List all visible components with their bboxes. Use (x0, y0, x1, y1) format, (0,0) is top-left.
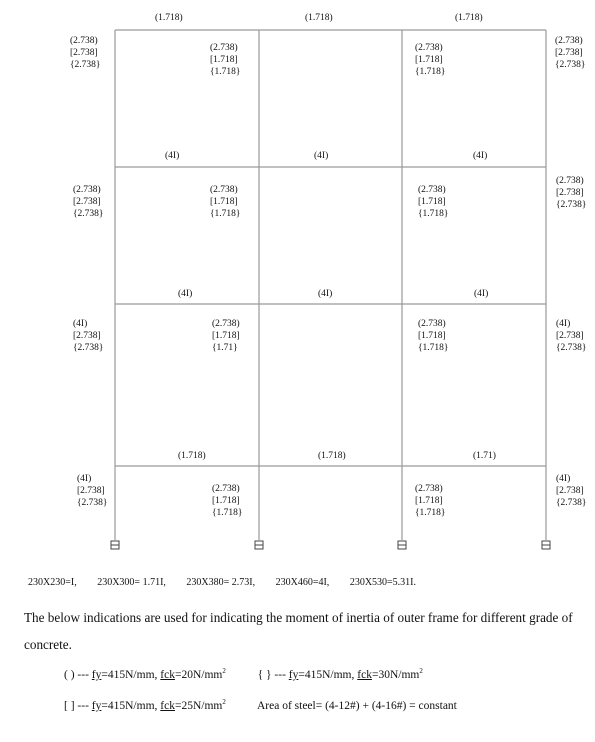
column-label: (2.738) [2.738] {2.738} (73, 184, 104, 219)
section-size: 230X230=I, (28, 577, 77, 588)
fck-label: fck (357, 668, 372, 681)
beam-labels: (1.718) (1.718) (1.718) (4I) (4I) (4I) (… (155, 12, 496, 461)
legend-row: ( ) --- fy=415N/mm, fck=20N/mm2 { } --- … (64, 667, 423, 681)
section-size: 230X530=5.31I. (349, 577, 417, 588)
beam-label: (1.718) (305, 12, 333, 23)
column-label: (2.738) [1.718] {1.718} (418, 318, 449, 353)
legend-block: The below indications are used for indic… (24, 604, 584, 720)
fy-value: =415N/mm (298, 668, 352, 681)
column-label: (4I) [2.738] {2.738} (556, 473, 587, 508)
column-labels: (2.738) [2.738] {2.738} (2.738) [1.718] {1.7… (70, 35, 587, 518)
beam-label: (4I) (318, 288, 332, 299)
beam-label: (4I) (165, 150, 179, 161)
section-size: 230X460=4I, (275, 577, 330, 588)
legend-bracket: ( ) (64, 668, 75, 681)
section-size: 230X380= 2.73I, (186, 577, 256, 588)
column-label: (4I) [2.738] {2.738} (556, 318, 587, 353)
column-label: (2.738) [1.718] {1.718} (415, 42, 446, 77)
exponent: 2 (222, 697, 226, 706)
description-text: The below indications are used for indic… (24, 610, 573, 652)
beam-label: (1.718) (155, 12, 183, 23)
fy-value: =415N/mm (101, 668, 155, 681)
fck-value: =25N/mm (174, 699, 223, 712)
columns (114, 30, 547, 540)
column-label: (4I) [2.738] {2.738} (73, 318, 104, 353)
legend-dash: --- (77, 668, 89, 681)
fck-label: fck (160, 699, 175, 712)
beam-label: (1.718) (318, 450, 346, 461)
beam-label: (1.718) (455, 12, 483, 23)
column-label: (4I) [2.738] {2.738} (77, 473, 108, 508)
section-sizes: 230X230=I, 230X300= 1.71I, 230X380= 2.73… (28, 577, 588, 588)
beams (115, 29, 546, 467)
fck-value: =20N/mm (174, 668, 223, 681)
column-label: (2.738) [1.718] {1.718} (210, 42, 241, 77)
column-label: (2.738) [2.738] {2.738} (556, 175, 587, 210)
beam-label: (4I) (178, 288, 192, 299)
legend-dash: --- (77, 699, 89, 712)
fixed-support-icon (254, 540, 264, 550)
fck-label: fck (160, 668, 175, 681)
fy-label: fy (91, 699, 102, 712)
legend-row: [ ] --- fy=415N/mm, fck=25N/mm2 Area of … (64, 697, 457, 712)
beam-label: (1.718) (178, 450, 206, 461)
legend-bracket: [ ] (64, 699, 75, 712)
fixed-support-icon (541, 540, 551, 550)
column-label: (2.738) [1.718] {1.71} (212, 318, 240, 353)
column-label: (2.738) [2.738] {2.738} (70, 35, 101, 70)
exponent: 2 (222, 667, 226, 675)
column-label: (2.738) [1.718] {1.718} (418, 184, 449, 219)
section-size: 230X300= 1.71I, (97, 577, 166, 588)
exponent: 2 (419, 667, 423, 675)
column-label: (2.738) [1.718] {1.718} (415, 483, 446, 518)
beam-label: (4I) (314, 150, 328, 161)
fy-value: =415N/mm (101, 699, 155, 712)
column-label: (2.738) [1.718] {1.718} (210, 184, 241, 219)
beam-label: (1.71) (473, 450, 496, 461)
fixed-support-icon (110, 540, 120, 550)
column-label: (2.738) [2.738] {2.738} (555, 35, 586, 70)
supports (110, 540, 551, 550)
steel-note: Area of steel= (4-12#) + (4-16#) = const… (256, 699, 457, 712)
beam-label: (4I) (473, 150, 487, 161)
fy-label: fy (91, 668, 102, 681)
fixed-support-icon (397, 540, 407, 550)
column-label: (2.738) [1.718] {1.718} (212, 483, 243, 518)
fy-label: fy (288, 668, 299, 681)
legend-bracket: { } (257, 668, 272, 681)
fck-value: =30N/mm (371, 668, 420, 681)
beam-label: (4I) (474, 288, 488, 299)
legend-dash: --- (274, 668, 286, 681)
